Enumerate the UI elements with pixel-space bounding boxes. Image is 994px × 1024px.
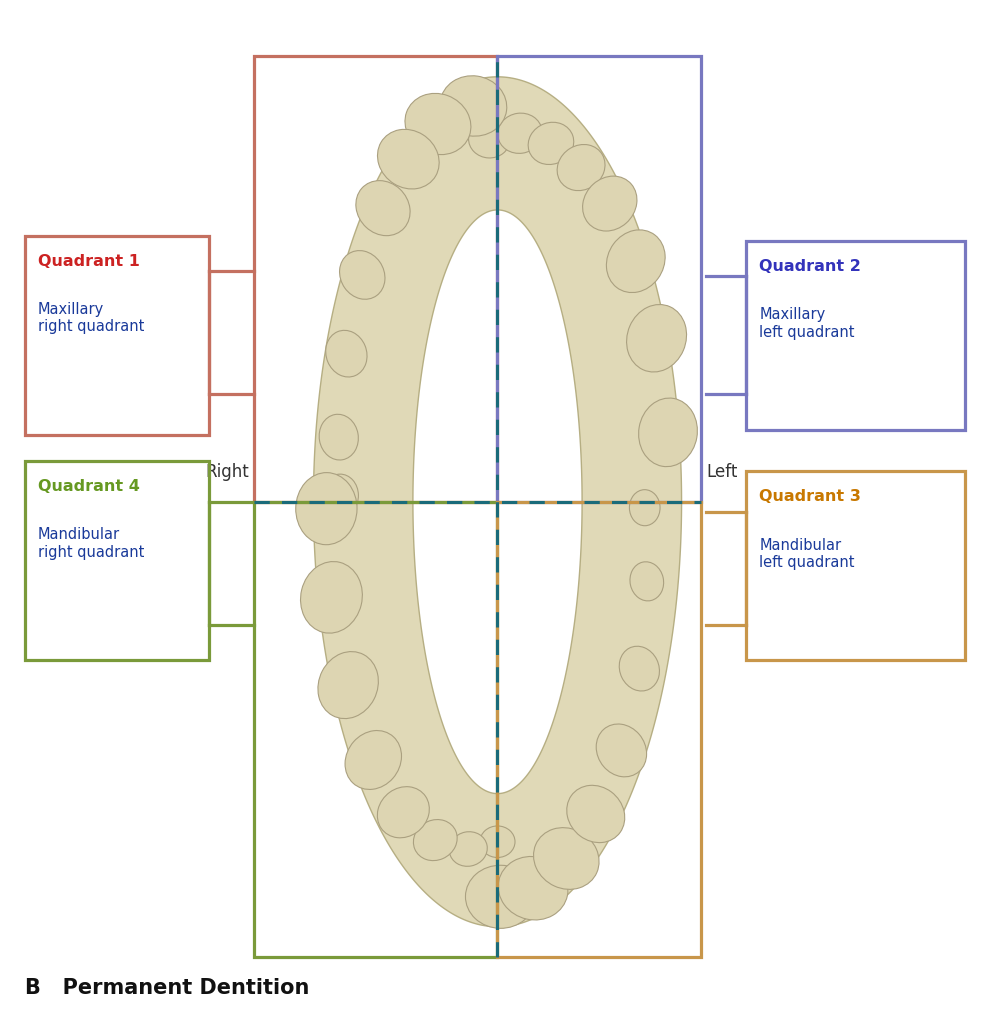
- Ellipse shape: [567, 785, 624, 843]
- Bar: [746, 241, 964, 430]
- Polygon shape: [313, 502, 681, 927]
- Ellipse shape: [557, 144, 604, 190]
- Text: B   Permanent Dentition: B Permanent Dentition: [25, 978, 309, 998]
- Ellipse shape: [339, 251, 385, 299]
- Ellipse shape: [618, 646, 659, 691]
- Ellipse shape: [595, 724, 646, 777]
- Ellipse shape: [468, 121, 510, 158]
- Text: Quadrant 1: Quadrant 1: [38, 254, 139, 269]
- Ellipse shape: [498, 856, 568, 920]
- Ellipse shape: [377, 129, 438, 189]
- Text: Mandibular
left quadrant: Mandibular left quadrant: [758, 538, 854, 570]
- Ellipse shape: [605, 229, 664, 293]
- Ellipse shape: [533, 827, 598, 890]
- Bar: [497, 56, 701, 502]
- Ellipse shape: [629, 489, 659, 525]
- Bar: [253, 502, 497, 957]
- Polygon shape: [313, 77, 681, 502]
- Text: Quadrant 3: Quadrant 3: [758, 489, 860, 505]
- Ellipse shape: [582, 176, 636, 231]
- Ellipse shape: [629, 562, 663, 601]
- Ellipse shape: [465, 865, 535, 929]
- Ellipse shape: [377, 786, 428, 838]
- Bar: [497, 502, 701, 957]
- Ellipse shape: [325, 331, 367, 377]
- Ellipse shape: [638, 398, 697, 467]
- Ellipse shape: [448, 831, 487, 866]
- Ellipse shape: [356, 180, 410, 236]
- Ellipse shape: [318, 651, 378, 719]
- Ellipse shape: [439, 76, 506, 136]
- Bar: [253, 56, 497, 502]
- Ellipse shape: [345, 730, 402, 790]
- Ellipse shape: [319, 415, 358, 460]
- Text: Quadrant 2: Quadrant 2: [758, 259, 860, 274]
- Text: Quadrant 4: Quadrant 4: [38, 479, 139, 495]
- Ellipse shape: [295, 473, 357, 545]
- Text: Maxillary
right quadrant: Maxillary right quadrant: [38, 302, 144, 335]
- Text: Maxillary
left quadrant: Maxillary left quadrant: [758, 307, 854, 340]
- Ellipse shape: [322, 474, 358, 517]
- Ellipse shape: [626, 304, 686, 372]
- Ellipse shape: [528, 122, 574, 165]
- Text: Mandibular
right quadrant: Mandibular right quadrant: [38, 527, 144, 560]
- Ellipse shape: [405, 93, 470, 155]
- Bar: [746, 471, 964, 660]
- Bar: [25, 461, 209, 660]
- Ellipse shape: [479, 826, 515, 857]
- Text: Right: Right: [205, 463, 248, 481]
- Text: Left: Left: [706, 463, 738, 481]
- Bar: [25, 236, 209, 435]
- Ellipse shape: [497, 113, 542, 154]
- Ellipse shape: [413, 819, 456, 860]
- Ellipse shape: [300, 561, 362, 633]
